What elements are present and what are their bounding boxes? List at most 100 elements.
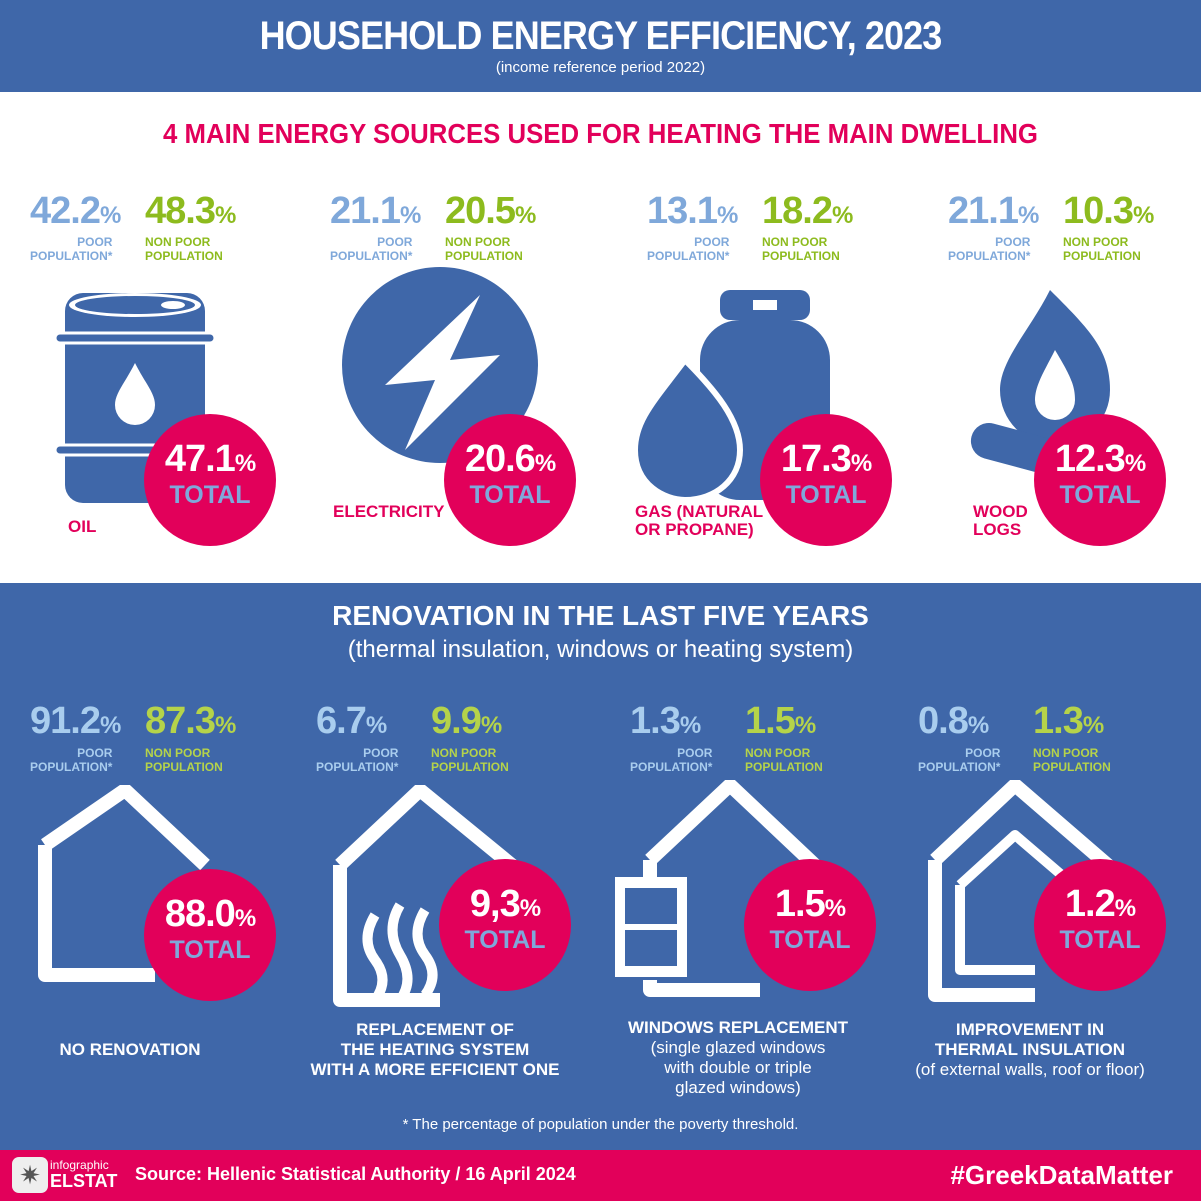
total-circle: 17.3% TOTAL (760, 414, 892, 546)
total-label: TOTAL (169, 936, 251, 964)
percent-sign: % (99, 712, 121, 739)
footer: ✷ infographic ELSTAT Source: Hellenic St… (0, 1150, 1201, 1201)
nonpoor-population-label-line1: NON POOR (762, 235, 828, 249)
poor-population-label-line1: POOR (377, 235, 413, 249)
total-value: 1.2 (1064, 883, 1116, 925)
poor-population-label-line1: POOR (363, 746, 399, 760)
hashtag: #GreekDataMatter (950, 1160, 1173, 1190)
poor-population-value-number: 0.8 (918, 700, 969, 742)
header-banner: HOUSEHOLD ENERGY EFFICIENCY, 2023 (incom… (0, 0, 1201, 92)
nonpoor-population-label: NON POOR POPULATION (445, 235, 523, 263)
label-line: WITH A MORE EFFICIENT ONE (310, 1060, 560, 1079)
renovation-label: NO RENOVATION (0, 1040, 280, 1060)
renovation-section-title: RENOVATION IN THE LAST FIVE YEARS (332, 600, 869, 631)
renovation-section-subtitle: (thermal insulation, windows or heating … (347, 636, 854, 663)
nonpoor-population-label-line2: POPULATION (1063, 249, 1141, 263)
nonpoor-population-label-line1: NON POOR (1033, 746, 1099, 760)
label-line: IMPROVEMENT IN (955, 1020, 1105, 1039)
description-line: (single glazed windows (650, 1038, 826, 1057)
source-text: Source: Hellenic Statistical Authority /… (135, 1164, 576, 1184)
poor-population-label-line2: POPULATION* (918, 760, 1001, 774)
total-value: 1.5 (774, 883, 826, 925)
poor-population-label: POOR POPULATION* (330, 235, 412, 263)
total-circle: 9,3% TOTAL (439, 859, 571, 991)
nonpoor-population-value: 18.2% (762, 190, 853, 233)
total-label: TOTAL (1059, 926, 1141, 954)
nonpoor-population-label: NON POOR POPULATION (745, 746, 823, 774)
nonpoor-population-label-line2: POPULATION (145, 249, 223, 263)
nonpoor-population-label-line2: POPULATION (745, 760, 823, 774)
poor-population-label: POOR POPULATION* (948, 235, 1030, 263)
label-line1: WOOD (973, 502, 1028, 521)
percent-sign: % (1017, 202, 1039, 229)
percent-sign: % (850, 450, 872, 477)
label-line: WINDOWS REPLACEMENT (627, 1018, 849, 1037)
poor-population-value-number: 6.7 (316, 700, 367, 742)
energy-source-label: OIL (68, 518, 96, 536)
nonpoor-population-label-line2: POPULATION (1033, 760, 1111, 774)
nonpoor-population-value-number: 20.5 (445, 190, 516, 232)
percent-sign: % (831, 202, 853, 229)
nonpoor-population-value-number: 10.3 (1063, 190, 1134, 232)
nonpoor-population-value: 10.3% (1063, 190, 1154, 233)
poor-population-label-line2: POPULATION* (316, 760, 399, 774)
house-icon (35, 783, 265, 1020)
poor-population-value: 21.1% (948, 190, 1039, 233)
description-line: glazed windows) (675, 1078, 801, 1097)
label-line1: GAS (NATURAL (635, 502, 764, 521)
poor-population-label-line1: POOR (694, 235, 730, 249)
total-circle: 1.2% TOTAL (1034, 859, 1166, 991)
nonpoor-population-label-line2: POPULATION (431, 760, 509, 774)
renovation-label: WINDOWS REPLACEMENT (single glazed window… (588, 1018, 888, 1098)
poor-population-label-line1: POOR (965, 746, 1001, 760)
poor-population-value: 1.3% (630, 700, 701, 743)
total-circle: 88.0% TOTAL (144, 869, 276, 1001)
description-line: (of external walls, roof or floor) (915, 1060, 1145, 1079)
label-line1: OIL (68, 517, 97, 536)
logo-small-text: infographic (50, 1158, 109, 1172)
nonpoor-population-value-number: 9.9 (431, 700, 482, 742)
percent-sign: % (824, 895, 846, 922)
nonpoor-population-label-line1: NON POOR (145, 746, 211, 760)
percent-sign: % (99, 202, 121, 229)
elstat-logo-icon: ✷ (12, 1157, 48, 1193)
nonpoor-population-label: NON POOR POPULATION (431, 746, 509, 774)
total-value: 17.3 (780, 438, 852, 480)
nonpoor-population-value-number: 48.3 (145, 190, 216, 232)
nonpoor-population-value: 9.9% (431, 700, 502, 743)
nonpoor-population-label-line1: NON POOR (431, 746, 497, 760)
total-value: 20.6 (464, 438, 536, 480)
poor-population-label-line1: POOR (77, 746, 113, 760)
poor-population-value: 21.1% (330, 190, 421, 233)
label-line: NO RENOVATION (59, 1040, 201, 1059)
percent-sign: % (679, 712, 701, 739)
poor-population-value: 42.2% (30, 190, 121, 233)
total-value: 12.3 (1054, 438, 1126, 480)
poor-population-label-line1: POOR (77, 235, 113, 249)
poor-population-value: 0.8% (918, 700, 989, 743)
renovation-label: IMPROVEMENT IN THERMAL INSULATION (of exte… (880, 1020, 1180, 1080)
nonpoor-population-value-number: 1.3 (1033, 700, 1084, 742)
total-circle: 1.5% TOTAL (744, 859, 876, 991)
renovation-label: REPLACEMENT OF THE HEATING SYSTEM WITH A M… (285, 1020, 585, 1080)
nonpoor-population-label-line2: POPULATION (145, 760, 223, 774)
poor-population-value-number: 13.1 (647, 190, 718, 232)
poor-population-value-number: 1.3 (630, 700, 681, 742)
percent-sign: % (967, 712, 989, 739)
total-label: TOTAL (464, 926, 546, 954)
nonpoor-population-label-line1: NON POOR (745, 746, 811, 760)
percent-sign: % (365, 712, 387, 739)
poor-population-label-line2: POPULATION* (647, 249, 730, 263)
total-circle: 20.6% TOTAL (444, 414, 576, 546)
label-line2: OR PROPANE) (635, 520, 754, 539)
energy-source-label: GAS (NATURAL OR PROPANE) (635, 503, 763, 539)
poor-population-label-line2: POPULATION* (948, 249, 1031, 263)
label-line: THERMAL INSULATION (934, 1040, 1126, 1059)
poor-population-label: POOR POPULATION* (30, 235, 112, 263)
percent-sign: % (1082, 712, 1104, 739)
total-label: TOTAL (169, 481, 251, 509)
total-label: TOTAL (1059, 481, 1141, 509)
poor-population-label-line2: POPULATION* (630, 760, 713, 774)
lightning-icon (340, 265, 540, 470)
nonpoor-population-label: NON POOR POPULATION (1063, 235, 1141, 263)
